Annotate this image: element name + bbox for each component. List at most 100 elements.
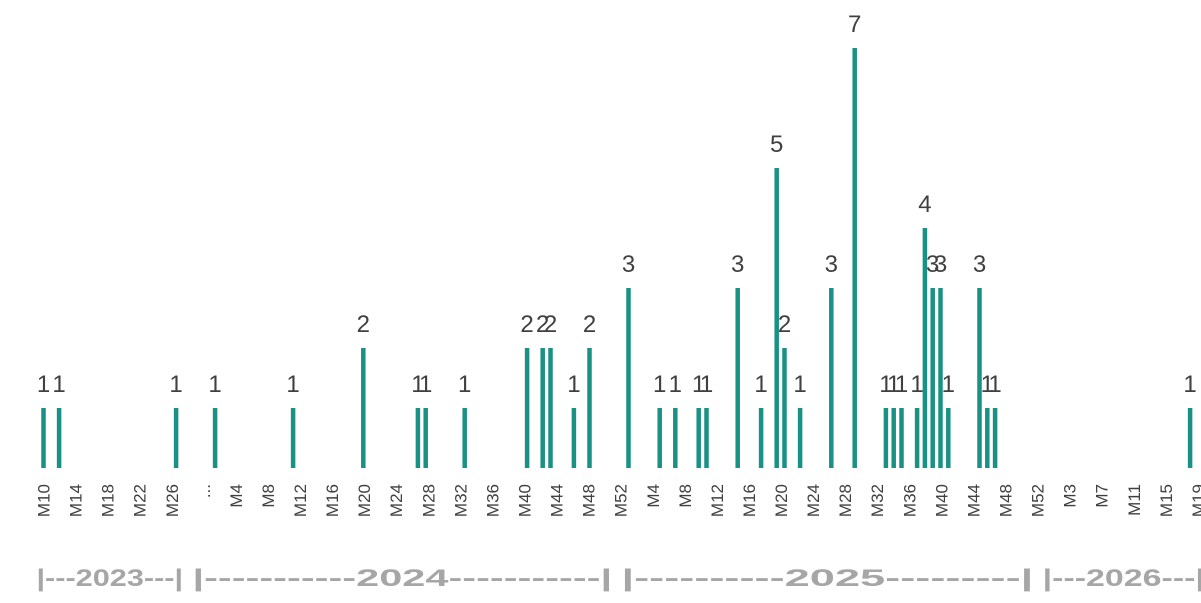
- x-tick-label: M20: [772, 484, 791, 517]
- bar-2025-w30: [852, 48, 857, 468]
- x-tick-label: M3: [1061, 484, 1080, 508]
- x-tick-label: M40: [516, 484, 535, 517]
- bar-value-label: 1: [567, 371, 580, 398]
- bar-2026-w19: [1187, 408, 1193, 468]
- x-tick-label: M14: [67, 484, 86, 517]
- x-tick-label: M8: [259, 484, 278, 508]
- bar-2023-w12: [56, 408, 62, 468]
- bar-value-label: 4: [918, 191, 931, 218]
- bar-2024-w51: [587, 348, 592, 468]
- x-tick-label: M18: [99, 484, 118, 517]
- x-tick-label: M22: [131, 484, 150, 517]
- bar-value-label: 2: [357, 311, 370, 338]
- x-tick-label: M24: [387, 484, 406, 517]
- x-tick-label: M12: [291, 484, 310, 517]
- bar-value-label: 1: [793, 371, 806, 398]
- bar-2024-w49: [571, 408, 577, 468]
- bar-2025-w27: [829, 288, 834, 468]
- bar-value-label: 2: [520, 311, 533, 338]
- bar-2024-w45: [540, 348, 545, 468]
- bar-value-label: 1: [887, 371, 900, 398]
- x-tick-label: M16: [323, 484, 342, 517]
- x-tick-label: M40: [932, 484, 951, 517]
- bar-value-label: 3: [622, 251, 635, 278]
- bar-2025-w41: [938, 288, 943, 468]
- bar-2025-w36: [899, 408, 904, 468]
- x-tick-label: M4: [227, 484, 246, 508]
- bar-value-label: 1: [1183, 371, 1196, 398]
- x-tick-label: M16: [740, 484, 759, 517]
- bar-2025-w48: [992, 408, 998, 468]
- bar-2025-w5: [657, 408, 662, 468]
- x-tick-labels-layer: M10 M14 M18 M22 M26... M4 M8 M12 M16 M20 M24 M28 M32…: [35, 484, 1201, 517]
- x-tick-label: M44: [548, 484, 567, 517]
- x-tick-label: M24: [804, 484, 823, 517]
- bar-value-label: 1: [52, 371, 65, 398]
- x-tick-label: M11: [1125, 484, 1144, 516]
- bar-value-label: 3: [731, 251, 744, 278]
- bar-value-label: 1: [895, 371, 908, 398]
- bar-2025-w20: [774, 168, 779, 468]
- x-tick-label: M8: [676, 484, 695, 508]
- bar-2025-w11: [704, 408, 709, 468]
- bar-2025-w42: [946, 408, 951, 468]
- bar-2025-w7: [673, 408, 678, 468]
- bar-2024-w22: [361, 348, 366, 468]
- year-period-label-2024: |-----------2024-----------|: [192, 565, 612, 592]
- x-tick-label: M44: [964, 484, 983, 517]
- x-tick-label: M10: [35, 484, 54, 517]
- x-tick-label: M48: [580, 484, 599, 517]
- x-tick-label: M36: [900, 484, 919, 517]
- year-period-label-2023: |---2023---|: [36, 565, 183, 592]
- x-tick-label: M52: [612, 484, 631, 517]
- bar-2024-w46: [548, 348, 553, 468]
- bar-value-label: 1: [700, 371, 713, 398]
- x-tick-label: M12: [708, 484, 727, 517]
- year-period-axis: |---2023---| |-----------2024-----------|…: [36, 565, 1201, 592]
- bar-2025-w46: [977, 288, 982, 468]
- x-tick-label: M28: [836, 484, 855, 517]
- bar-value-label: 1: [981, 371, 994, 398]
- bar-value-label: 1: [754, 371, 767, 398]
- bar-value-label: 1: [692, 371, 705, 398]
- bar-2025-w35: [891, 408, 896, 468]
- bar-value-label: 2: [583, 311, 596, 338]
- bar-2025-w21: [782, 348, 787, 468]
- bar-2024-w43: [524, 348, 530, 468]
- bar-2024-w3: [212, 408, 218, 468]
- bar-value-label: 5: [770, 131, 783, 158]
- bar-2025-w1: [626, 288, 631, 468]
- year-period-label-2026: |---2026---|: [1043, 565, 1201, 592]
- bar-2025-w34: [883, 408, 889, 468]
- x-tick-label: M28: [419, 484, 438, 517]
- bar-2025-w18: [758, 408, 764, 468]
- x-tick-label: M19: [1189, 484, 1201, 517]
- bar-value-label: 1: [669, 371, 682, 398]
- bar-value-label: 1: [286, 371, 299, 398]
- bar-2025-w38: [914, 408, 920, 468]
- bar-value-label: 1: [910, 371, 923, 398]
- bar-value-label: 3: [926, 251, 939, 278]
- x-tick-label: M32: [868, 484, 887, 517]
- bar-value-label: 1: [208, 371, 221, 398]
- x-tick-label: M36: [483, 484, 502, 517]
- bar-2025-w10: [696, 408, 701, 468]
- bar-value-label: 1: [458, 371, 471, 398]
- bar-value-label: 2: [778, 311, 791, 338]
- bar-value-label: 1: [988, 371, 1001, 398]
- bar-value-label: 1: [653, 371, 666, 398]
- bar-2023-w10: [41, 408, 46, 468]
- bar-2024-w13: [290, 408, 296, 468]
- bar-value-label: 2: [536, 311, 549, 338]
- bar-2023-w27: [173, 408, 179, 468]
- bar-value-label: 1: [942, 371, 955, 398]
- x-tick-label: M32: [451, 484, 470, 517]
- x-tick-label: M4: [644, 484, 663, 508]
- bar-value-label: 1: [419, 371, 432, 398]
- bar-value-label: 1: [169, 371, 182, 398]
- bar-value-label: 1: [879, 371, 892, 398]
- bar-value-label: 3: [825, 251, 838, 278]
- year-period-label-2025: |----------2025---------|: [621, 565, 1033, 592]
